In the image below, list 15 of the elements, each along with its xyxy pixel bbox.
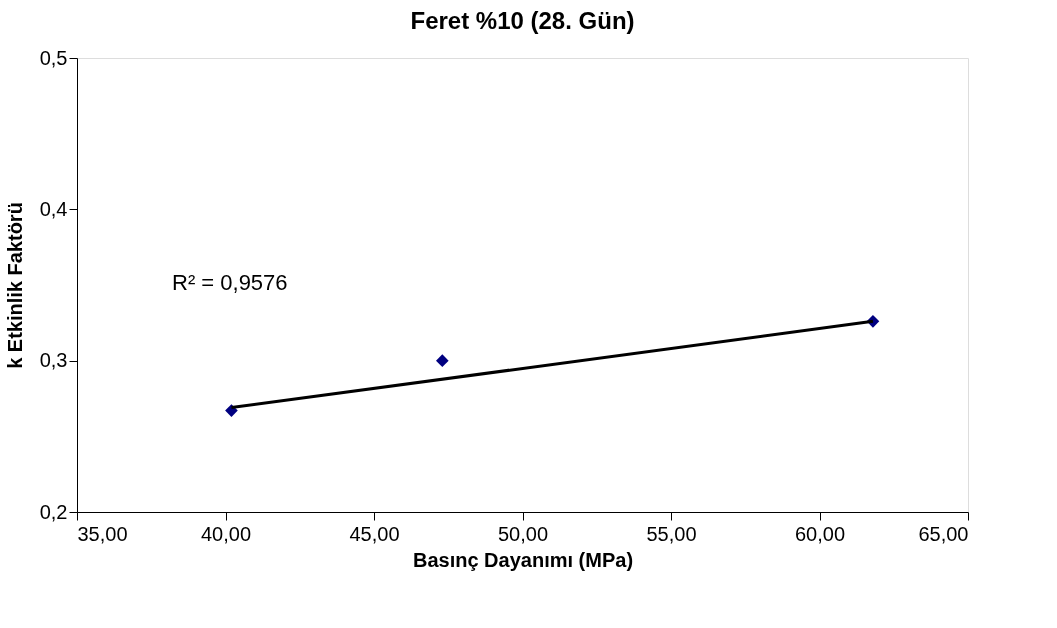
- x-tick-label: 35,00: [77, 522, 128, 545]
- y-axis-title: k Etkinlik Faktörü: [3, 202, 26, 369]
- y-tick-label: 0,4: [39, 197, 68, 220]
- x-tick-label: 65,00: [918, 522, 969, 545]
- x-tick-label: 55,00: [646, 522, 697, 545]
- x-tick-label: 60,00: [794, 522, 846, 545]
- x-tick-label: 40,00: [200, 522, 252, 545]
- y-tick-label: 0,5: [39, 46, 68, 69]
- annotation: R² = 0,9576: [172, 270, 288, 295]
- x-axis-title: Basınç Dayanımı (MPa): [412, 548, 634, 571]
- y-tick-label: 0,2: [39, 500, 68, 523]
- chart-title: Feret %10 (28. Gün): [410, 7, 635, 34]
- y-tick-label: 0,3: [39, 349, 68, 372]
- x-tick-label: 50,00: [497, 522, 549, 545]
- x-tick-label: 45,00: [349, 522, 400, 545]
